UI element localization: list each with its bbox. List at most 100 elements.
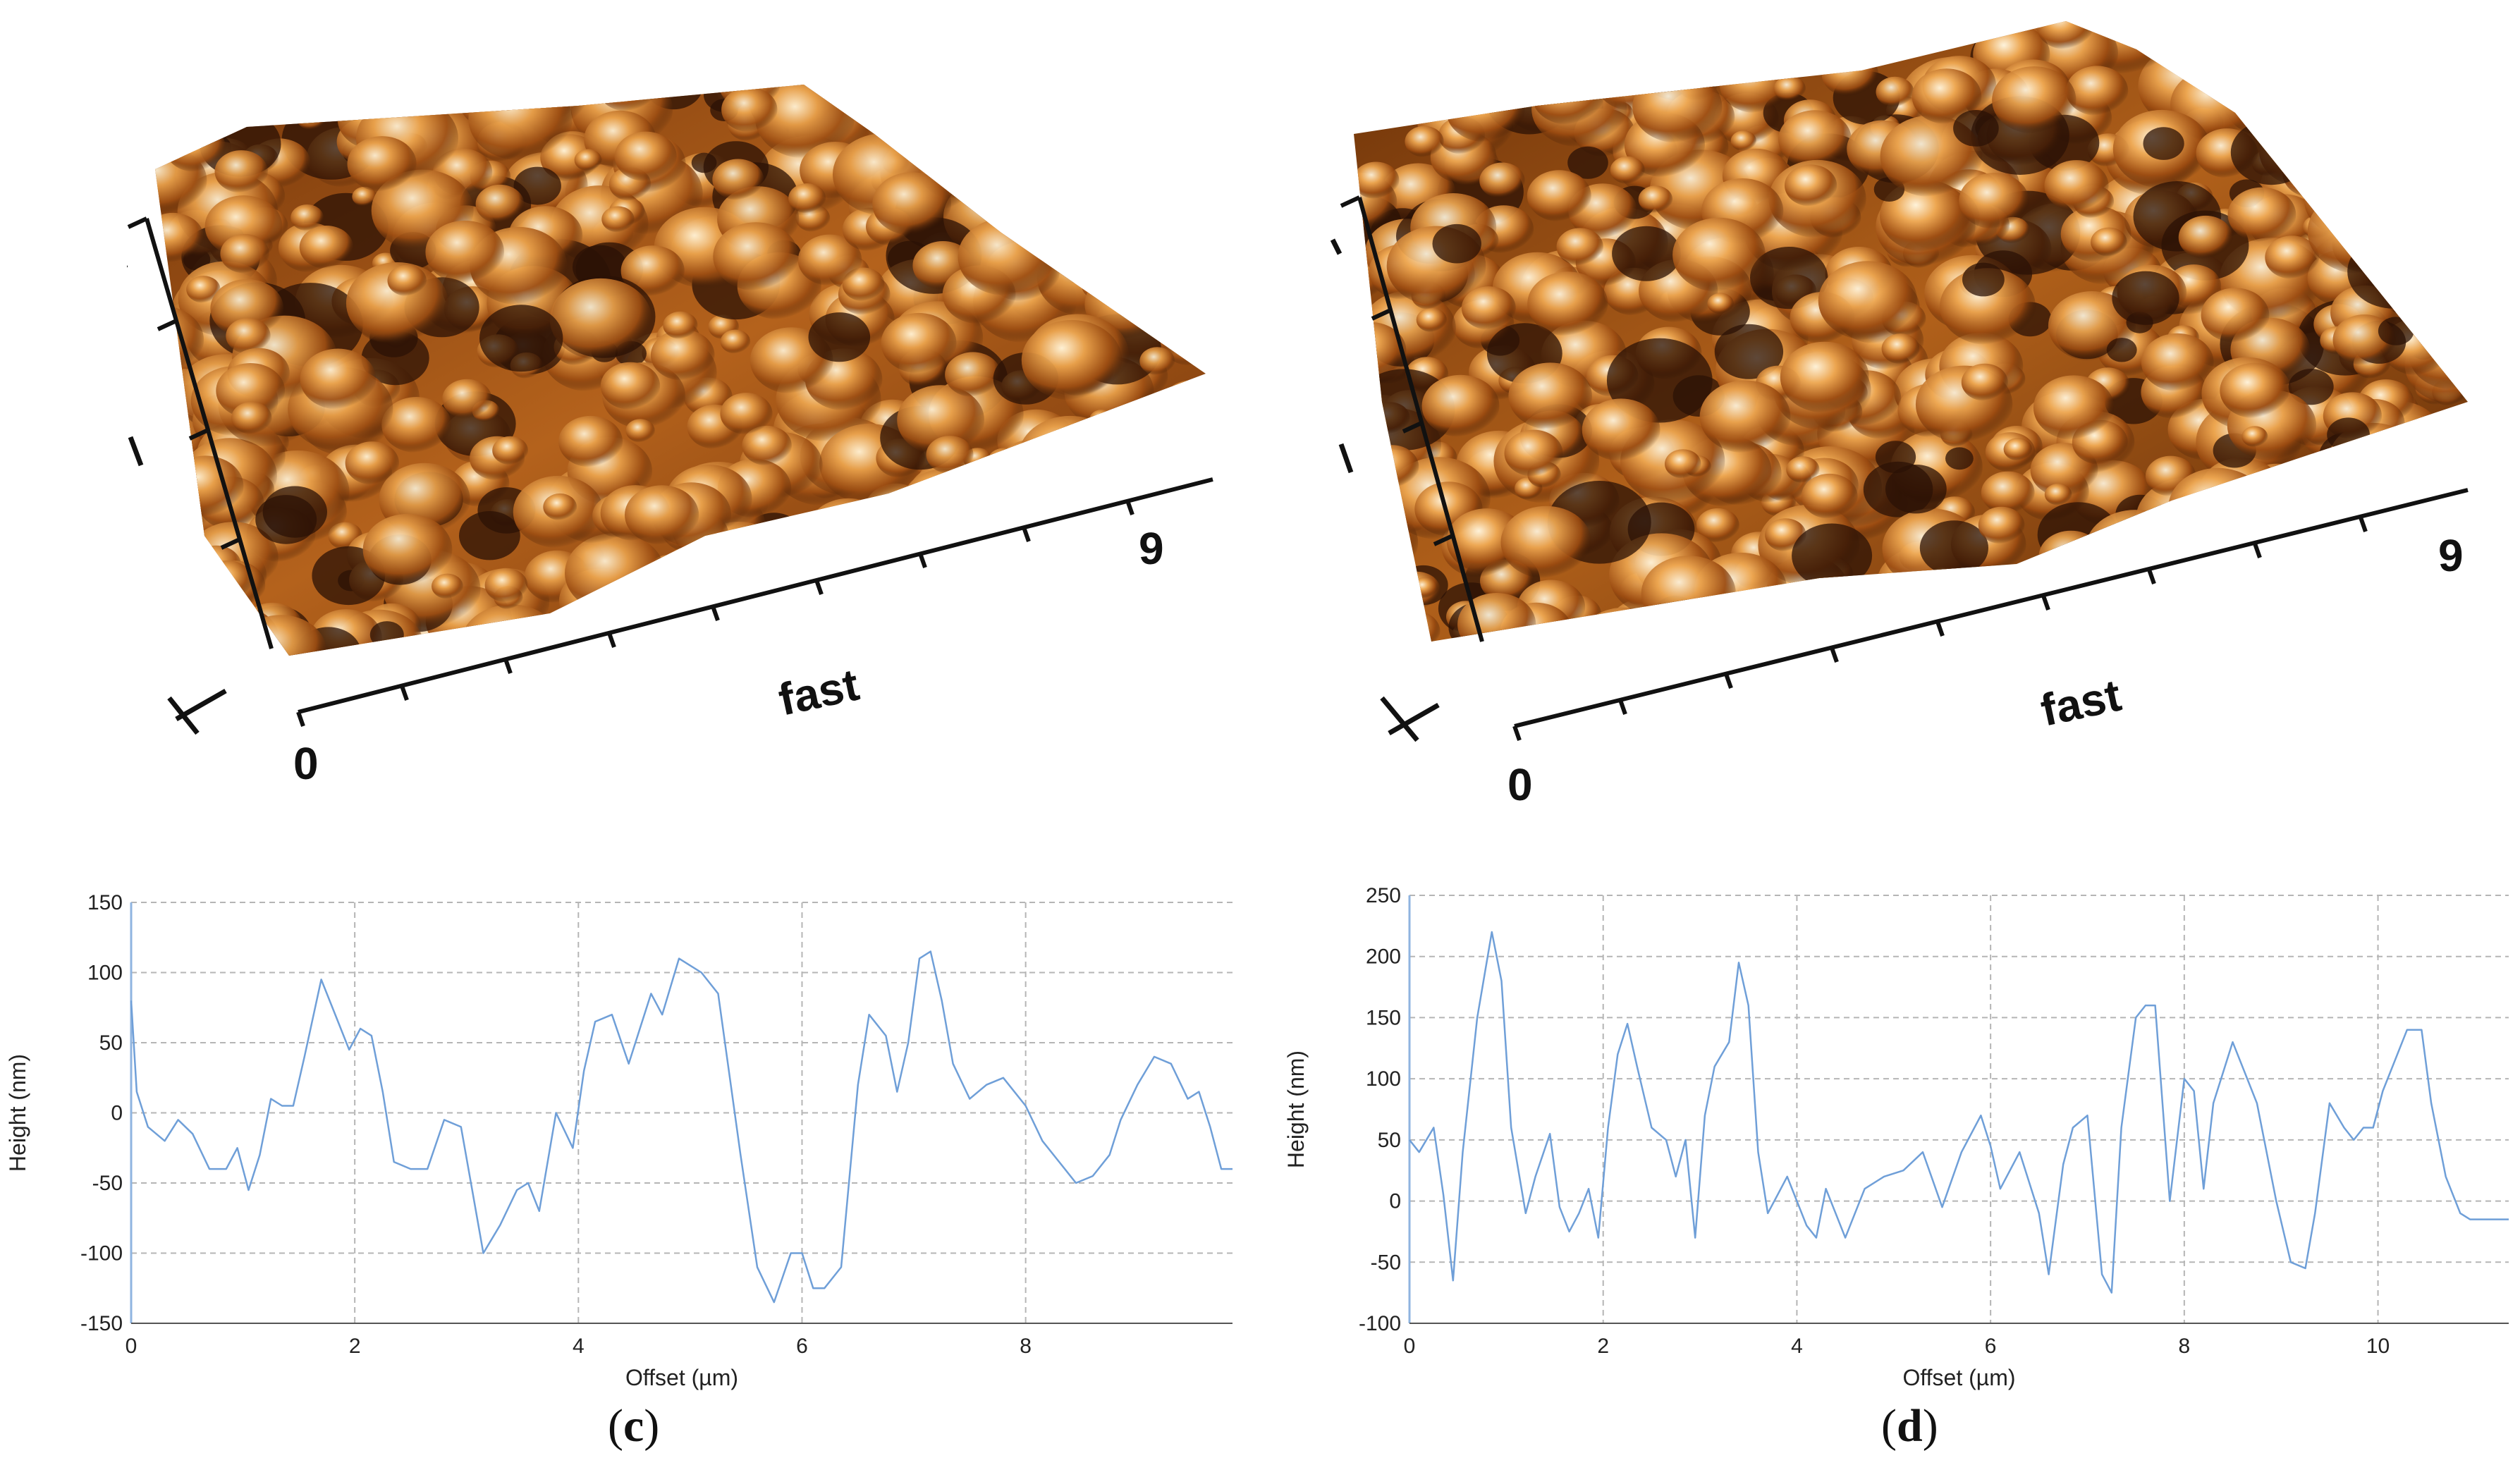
surface-grain	[2417, 47, 2468, 131]
surface-grain	[2366, 135, 2411, 171]
panel-caption-c: (c)	[608, 1400, 660, 1452]
surface-grain	[155, 539, 200, 599]
surface-grain	[231, 401, 272, 434]
surface-grain	[905, 127, 941, 156]
surface-grain	[1357, 584, 1396, 615]
surface-grain	[1651, 603, 1716, 642]
surface-grain	[1638, 185, 1673, 214]
surface-grain	[1089, 409, 1115, 429]
surface-grain	[807, 498, 890, 565]
surface-grain	[721, 87, 778, 133]
surface-pit	[2288, 369, 2334, 405]
surface-grain	[1717, 21, 1802, 61]
surface-grain	[1959, 173, 2029, 229]
surface-grain	[1140, 470, 1198, 516]
surface-grain	[195, 629, 231, 656]
x-axis-title: Offset (µm)	[1902, 1365, 2015, 1390]
x-tick-label: 8	[1020, 1335, 1032, 1358]
surface-grain	[2339, 69, 2380, 102]
surface-pit	[1885, 465, 1947, 514]
surface-grain	[1940, 268, 2036, 345]
surface-grain	[1163, 380, 1206, 426]
surface-pit	[1634, 21, 1704, 54]
surface-grain	[2365, 142, 2443, 205]
surface-grain	[2379, 21, 2464, 62]
surface-grain	[1166, 161, 1206, 196]
surface-grain	[1139, 347, 1175, 375]
surface-pit	[2378, 317, 2414, 345]
surface-grain	[2403, 418, 2448, 454]
surface-grain	[1412, 577, 1438, 599]
surface-grain	[1527, 170, 1591, 222]
surface-grain	[952, 157, 979, 179]
surface-grain	[1164, 197, 1206, 264]
surface-grain	[352, 186, 377, 207]
surface-grain	[1828, 599, 1854, 620]
surface-pit	[1183, 412, 1206, 437]
surface-grain	[907, 462, 993, 532]
surface-grain	[929, 582, 972, 616]
surface-grain	[1928, 567, 1955, 589]
surface-grain	[601, 206, 635, 233]
surface-pit	[2327, 417, 2370, 452]
surface-pit	[1467, 77, 1503, 106]
surface-grain	[2207, 21, 2298, 59]
surface-grain	[1428, 65, 1484, 109]
surface-grain	[1785, 164, 1837, 207]
surface-grain	[2056, 601, 2088, 626]
x-axis	[1512, 488, 2469, 741]
surface-grain	[1080, 604, 1111, 629]
surface-grain	[1354, 487, 1397, 539]
surface-grain	[1836, 21, 1916, 68]
surface-grain	[155, 557, 208, 616]
caption-letter: d	[1896, 1400, 1923, 1452]
surface-grain	[1364, 445, 1419, 489]
surface-grain	[1479, 162, 1525, 199]
y-tick-label: 150	[87, 891, 123, 914]
surface-grain	[318, 85, 359, 111]
surface-grain	[210, 279, 284, 338]
surface-grain	[387, 264, 427, 296]
surface-grain	[2287, 21, 2387, 97]
surface-pit	[1612, 226, 1681, 281]
surface-grain	[216, 363, 286, 419]
surface-grain	[997, 193, 1049, 235]
surface-grain	[2372, 230, 2435, 281]
surface-grain	[2385, 108, 2414, 132]
surface-grain	[1159, 85, 1206, 133]
surface-grain	[1396, 71, 1433, 99]
surface-grain	[155, 606, 247, 656]
surface-pit	[513, 166, 561, 205]
surface-grain	[558, 415, 623, 467]
z-axis	[1340, 195, 1484, 642]
surface-grain	[256, 96, 293, 126]
surface-grain	[1023, 436, 1089, 489]
surface-grain	[945, 352, 1001, 397]
surface-grain	[1461, 286, 1516, 330]
surface-grain	[1992, 66, 2076, 134]
surface-grain	[155, 96, 200, 145]
surface-grain	[1166, 288, 1206, 358]
x-tick-label: 8	[2179, 1335, 2191, 1358]
surface-grain	[720, 393, 773, 435]
surface-pit	[913, 85, 989, 118]
surface-grain	[1568, 78, 1598, 102]
surface-pit	[1788, 619, 1828, 642]
surface-pit	[2411, 441, 2453, 474]
surface-grain	[2361, 510, 2428, 564]
surface-grain	[2096, 558, 2178, 623]
surface-grain	[1665, 449, 1701, 479]
surface-grain	[1558, 621, 1603, 642]
surface-grain	[2201, 288, 2270, 343]
surface-grain	[220, 234, 269, 274]
y-tick-label: 100	[1366, 1067, 1401, 1091]
surface-grain	[1912, 68, 1982, 124]
surface-pit	[459, 511, 520, 560]
surface-grain	[869, 600, 931, 650]
surface-grain	[1985, 570, 2068, 637]
surface-pit	[1818, 612, 1852, 639]
surface-pit	[1750, 247, 1828, 309]
x-tick-label: 6	[1985, 1335, 1997, 1358]
surface-grain	[1179, 266, 1206, 295]
